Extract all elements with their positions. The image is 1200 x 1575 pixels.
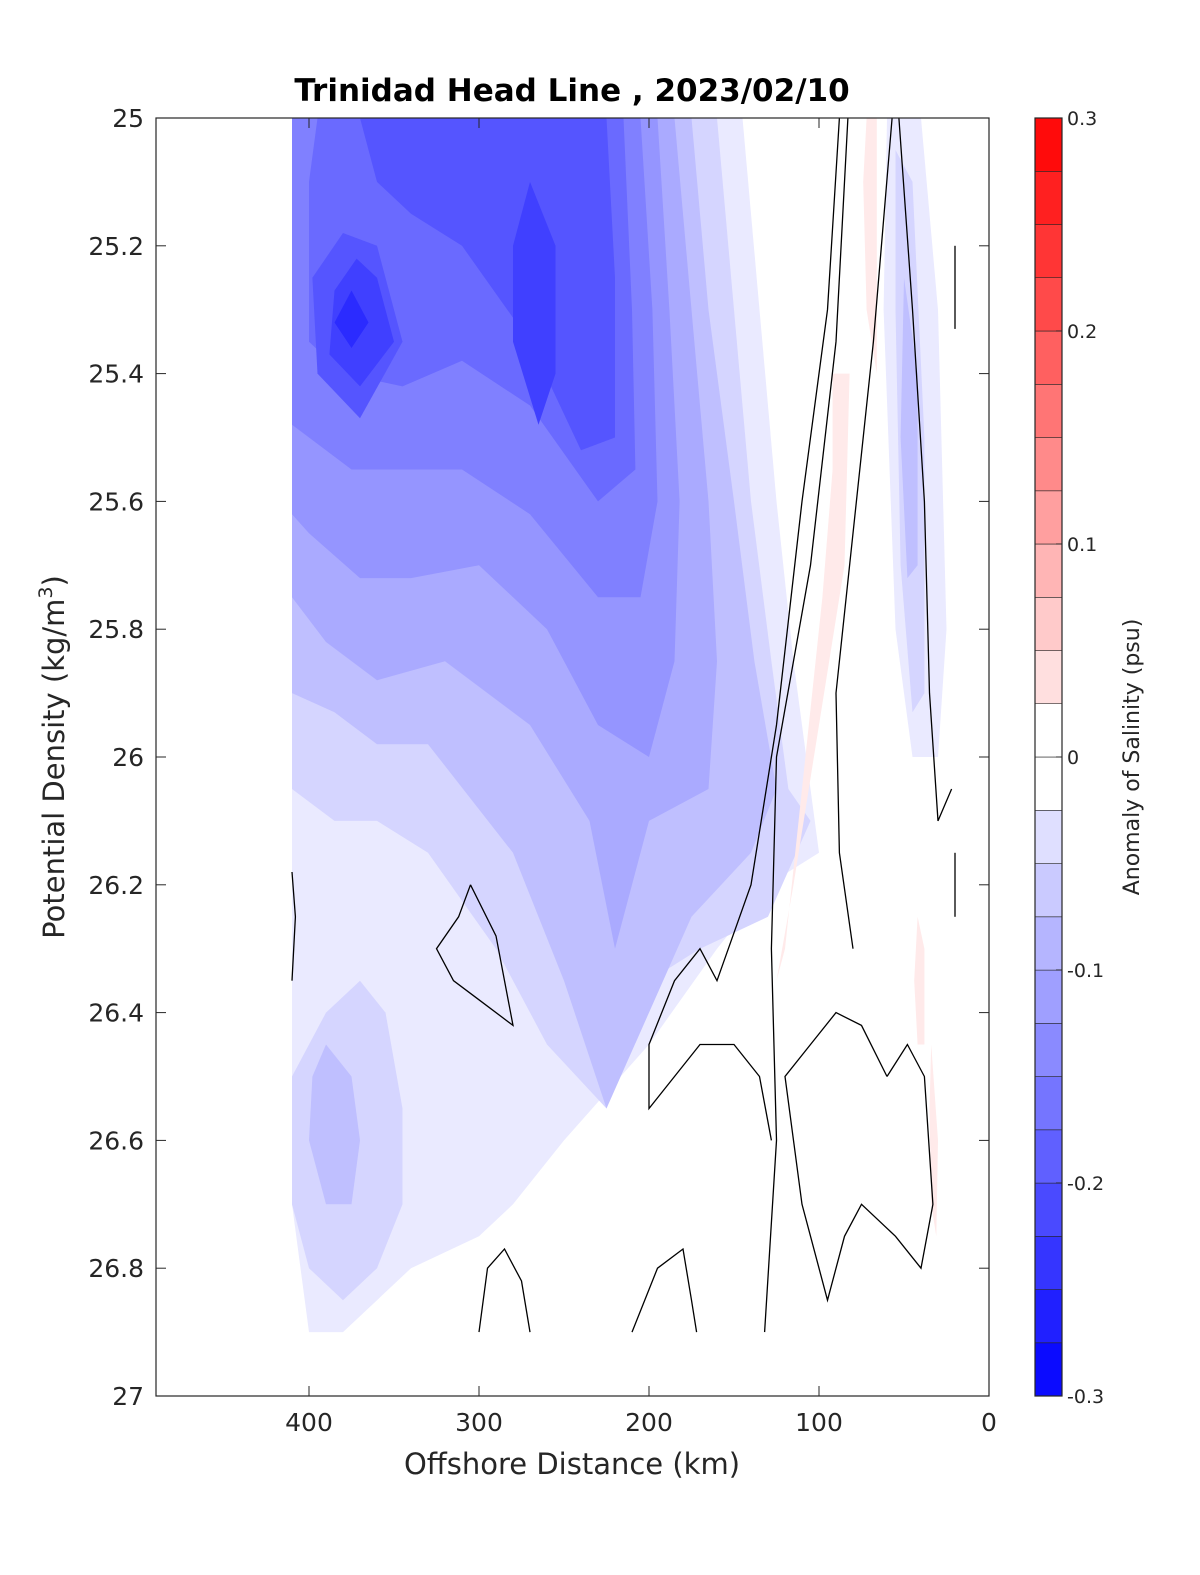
colorbar-tick-label: -0.2 <box>1067 1173 1104 1195</box>
colorbar-band <box>1034 171 1063 225</box>
y-axis-label-close: ) <box>37 575 71 586</box>
x-tick-label: 0 <box>981 1408 997 1437</box>
x-tick-label: 300 <box>455 1408 503 1437</box>
contour-region <box>513 181 556 425</box>
y-tick-label: 25.2 <box>88 232 144 261</box>
zero-contour-line <box>435 884 514 1027</box>
plot-area: 400 300 200 100 0 25 25.2 25.4 25.6 25.8 26 26.2 26… <box>88 104 997 1437</box>
x-tick-label: 400 <box>285 1408 333 1437</box>
colorbar-ticks: 0.3 0.2 0.1 0 -0.1 -0.2 -0.3 <box>1056 108 1104 1408</box>
y-tick-label: 25.8 <box>88 615 144 644</box>
zero-contour-line <box>784 1011 934 1303</box>
zero-contour-line <box>291 871 297 981</box>
contour-fill-regions <box>292 118 947 1333</box>
colorbar-band <box>1034 596 1063 651</box>
y-tick-label: 26.2 <box>88 871 144 900</box>
colorbar: 0.3 0.2 0.1 0 -0.1 -0.2 -0.3 Anomaly of Salini… <box>1034 108 1145 1408</box>
y-axis-ticks: 25 25.2 25.4 25.6 25.8 26 26.2 26.4 26.6 26.8 27 <box>88 104 989 1411</box>
colorbar-tick-label: 0.3 <box>1067 108 1097 130</box>
colorbar-band <box>1034 1182 1063 1237</box>
colorbar-band <box>1034 1236 1063 1290</box>
zero-contour-line <box>898 118 953 822</box>
y-tick-label: 26 <box>112 743 144 772</box>
contour-region <box>309 1044 360 1205</box>
y-tick-label: 25.4 <box>88 360 144 389</box>
colorbar-tick-label: 0 <box>1067 747 1079 769</box>
colorbar-band <box>1034 1289 1063 1344</box>
colorbar-bands <box>1034 117 1063 1397</box>
y-tick-label: 26.4 <box>88 999 144 1028</box>
colorbar-tick-label: -0.3 <box>1067 1386 1104 1408</box>
colorbar-band <box>1034 650 1063 705</box>
colorbar-label: Anomaly of Salinity (psu) <box>1120 619 1145 896</box>
x-axis-ticks: 400 300 200 100 0 <box>285 118 997 1437</box>
zero-contour-line <box>631 1247 698 1333</box>
colorbar-band <box>1034 756 1063 811</box>
contour-region <box>776 373 850 981</box>
colorbar-band <box>1034 1129 1063 1184</box>
colorbar-band <box>1034 863 1063 918</box>
colorbar-band <box>1034 543 1063 598</box>
colorbar-tick-label: 0.1 <box>1067 534 1097 556</box>
colorbar-band <box>1034 437 1063 492</box>
y-axis-label-superscript: 3 <box>35 586 57 598</box>
zero-contour-line <box>478 1247 531 1333</box>
y-axis-label: Potential Density (kg/m3) <box>35 575 71 939</box>
contour-region <box>334 290 369 348</box>
colorbar-band <box>1034 1076 1063 1131</box>
y-tick-label: 25.6 <box>88 487 144 516</box>
colorbar-band <box>1034 1342 1063 1397</box>
contour-region <box>914 916 925 1045</box>
chart-title: Trinidad Head Line , 2023/02/10 <box>294 73 849 109</box>
x-tick-label: 200 <box>625 1408 673 1437</box>
colorbar-band <box>1034 703 1063 758</box>
colorbar-tick-label: -0.1 <box>1067 960 1104 982</box>
y-tick-label: 27 <box>112 1382 144 1411</box>
colorbar-band <box>1034 809 1063 864</box>
zero-contour-line <box>835 118 893 949</box>
colorbar-band <box>1034 1022 1063 1077</box>
y-tick-label: 25 <box>112 104 144 133</box>
colorbar-band <box>1034 383 1063 438</box>
colorbar-tick-label: 0.2 <box>1067 321 1097 343</box>
colorbar-band <box>1034 490 1063 545</box>
y-tick-label: 26.6 <box>88 1126 144 1155</box>
zero-contour-lines <box>291 118 956 1333</box>
x-tick-label: 100 <box>795 1408 843 1437</box>
colorbar-band <box>1034 224 1063 279</box>
y-tick-label: 26.8 <box>88 1254 144 1283</box>
contour-region <box>900 277 918 579</box>
colorbar-band <box>1034 117 1063 172</box>
colorbar-band <box>1034 916 1063 971</box>
contour-region <box>863 118 877 374</box>
colorbar-band <box>1034 969 1063 1024</box>
x-axis-label: Offshore Distance (km) <box>404 1447 740 1481</box>
y-axis-label-main: Potential Density (kg/m <box>37 599 71 939</box>
colorbar-band <box>1034 277 1063 332</box>
zero-contour-line <box>648 118 841 1141</box>
zero-contour-line <box>763 118 849 1333</box>
colorbar-band <box>1034 330 1063 385</box>
